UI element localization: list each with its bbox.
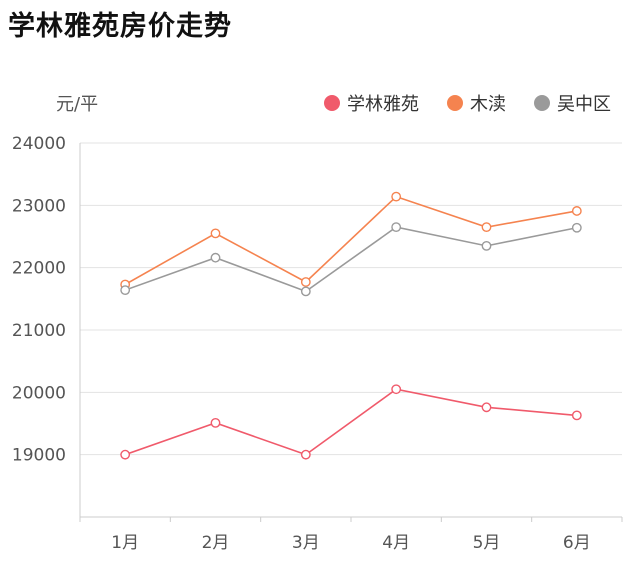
series-1	[120, 384, 582, 460]
data-point	[571, 206, 582, 216]
data-point	[210, 252, 221, 263]
y-axis-unit-label: 元/平	[56, 94, 98, 115]
data-point	[571, 222, 582, 233]
data-point	[391, 222, 402, 233]
legend-item: 学林雅苑	[324, 94, 419, 115]
grid-lines	[80, 142, 622, 456]
data-point	[300, 277, 311, 287]
y-tick-label: 21000	[12, 321, 66, 341]
series-group	[120, 191, 582, 460]
x-tick-label: 1月	[111, 533, 139, 553]
x-tick-label: 4月	[382, 533, 410, 553]
x-tick-label: 6月	[563, 533, 591, 553]
legend-label: 学林雅苑	[347, 94, 419, 115]
data-point	[120, 285, 131, 296]
legend: 学林雅苑 木渎 吴中区	[324, 94, 611, 115]
data-point	[481, 222, 492, 233]
legend-marker	[447, 95, 463, 111]
y-tick-label: 23000	[12, 196, 66, 216]
series-line	[124, 388, 577, 456]
data-point	[391, 191, 402, 202]
data-point	[571, 410, 582, 421]
legend-marker	[324, 95, 340, 111]
legend-marker	[534, 95, 550, 111]
legend-label: 木渎	[470, 94, 506, 115]
data-point	[481, 240, 492, 251]
data-point	[300, 286, 311, 297]
series-3	[120, 222, 582, 297]
x-tick-label: 2月	[202, 533, 230, 553]
chart-title: 学林雅苑房价走势	[8, 11, 232, 42]
x-tick-label: 5月	[473, 533, 501, 553]
axes	[79, 143, 623, 522]
y-tick-label: 24000	[12, 134, 66, 154]
data-point	[300, 449, 311, 460]
x-axis-ticks: 1月 2月 3月 4月 5月 6月	[111, 533, 590, 553]
data-point	[120, 449, 131, 460]
x-tick-label: 3月	[292, 533, 320, 553]
series-line	[124, 226, 577, 293]
legend-label: 吴中区	[557, 94, 611, 115]
data-point	[210, 417, 221, 428]
legend-item: 木渎	[447, 94, 506, 115]
y-tick-label: 22000	[12, 259, 66, 279]
legend-item: 吴中区	[534, 94, 611, 115]
y-tick-label: 19000	[12, 446, 66, 466]
data-point	[210, 228, 221, 239]
data-point	[481, 402, 492, 413]
y-axis-ticks: 19000 20000 21000 22000 23000 24000	[12, 134, 66, 466]
series-line	[124, 195, 577, 286]
data-point	[391, 384, 402, 395]
y-tick-label: 20000	[12, 383, 66, 403]
